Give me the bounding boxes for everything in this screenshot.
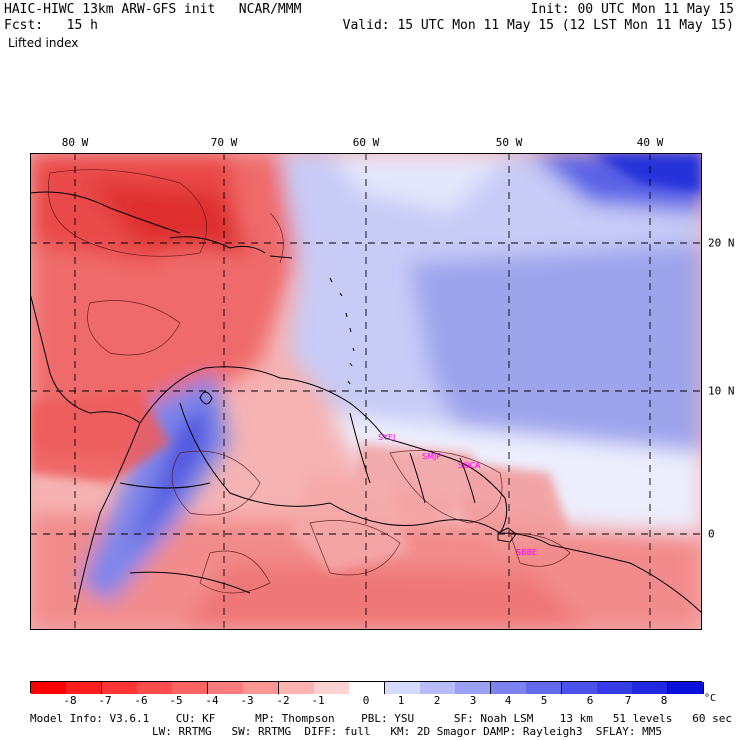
colorbar-swatch xyxy=(596,682,633,694)
lat-label-20n: 20 N xyxy=(708,236,735,250)
colorbar-swatch xyxy=(490,682,527,694)
model-info-line1: Model Info: V3.6.1 CU: KF MP: Thompson P… xyxy=(30,712,732,725)
coastlines xyxy=(30,191,702,614)
colorbar-swatch xyxy=(526,682,563,694)
colorbar-swatch xyxy=(243,682,280,694)
amazon-delta xyxy=(497,527,517,543)
colorbar-swatch xyxy=(101,682,138,694)
colorbar-label: -6 xyxy=(134,694,148,707)
colorbar-label: 4 xyxy=(504,694,512,707)
colorbar-unit: °C xyxy=(704,693,717,704)
colorbar-label: 2 xyxy=(433,694,441,707)
colorbar xyxy=(30,681,704,694)
lon-label-50w: 50 W xyxy=(495,136,523,149)
station-label-syej: SYEJ xyxy=(378,433,396,442)
forecast-hour: Fcst: 15 h xyxy=(4,18,98,33)
colorbar-label: 7 xyxy=(624,694,632,707)
model-title: HAIC-HIWC 13km ARW-GFS init NCAR/MMM xyxy=(4,2,302,17)
colorbar-swatch xyxy=(137,682,174,694)
colorbar-label: -8 xyxy=(63,694,77,707)
lat-label-10n: 10 N xyxy=(708,384,735,398)
colorbar-swatch xyxy=(455,682,492,694)
model-info-line2: LW: RRTMG SW: RRTMG DIFF: full KM: 2D Sm… xyxy=(152,725,662,738)
colorbar-swatch xyxy=(313,682,350,694)
colorbar-label: -5 xyxy=(169,694,183,707)
colorbar-label: 1 xyxy=(397,694,405,707)
colorbar-label: 3 xyxy=(469,694,477,707)
colorbar-label: -2 xyxy=(276,694,290,707)
colorbar-swatch xyxy=(66,682,103,694)
colorbar-swatch xyxy=(207,682,244,694)
colorbar-swatch xyxy=(561,682,598,694)
colorbar-label: 8 xyxy=(660,694,668,707)
colorbar-label: -3 xyxy=(240,694,254,707)
station-label-smjp: SMJP xyxy=(422,452,442,461)
lon-label-80w: 80 W xyxy=(61,136,89,149)
lon-label-70w: 70 W xyxy=(210,136,238,149)
colorbar-label: -7 xyxy=(98,694,112,707)
map-frame xyxy=(30,153,702,630)
station-label-soca: SOCA xyxy=(458,461,481,470)
colorbar-swatch xyxy=(278,682,315,694)
lifted-index-map xyxy=(30,153,702,630)
init-time: Init: 00 UTC Mon 11 May 15 xyxy=(530,2,735,17)
colorbar-swatch xyxy=(420,682,457,694)
colorbar-swatch xyxy=(384,682,421,694)
colorbar-label: 0 xyxy=(362,694,370,707)
colorbar-label: 5 xyxy=(540,694,548,707)
colorbar-label: 6 xyxy=(586,694,594,707)
station-label-sbbe: SBBE xyxy=(516,548,538,557)
colorbar-swatch xyxy=(667,682,704,694)
field-name: Lifted index xyxy=(8,36,79,50)
valid-time: Valid: 15 UTC Mon 11 May 15 (12 LST Mon … xyxy=(342,18,734,33)
colorbar-swatch xyxy=(349,682,386,694)
lat-label-0: 0 xyxy=(708,527,715,541)
contours xyxy=(48,169,571,594)
lon-label-40w: 40 W xyxy=(636,136,664,149)
colorbar-swatch xyxy=(632,682,669,694)
colorbar-swatch xyxy=(31,682,67,694)
colorbar-swatch xyxy=(172,682,209,694)
lon-label-60w: 60 W xyxy=(352,136,380,149)
colorbar-label: -1 xyxy=(311,694,325,707)
graticule xyxy=(30,153,702,630)
colorbar-label: -4 xyxy=(205,694,219,707)
